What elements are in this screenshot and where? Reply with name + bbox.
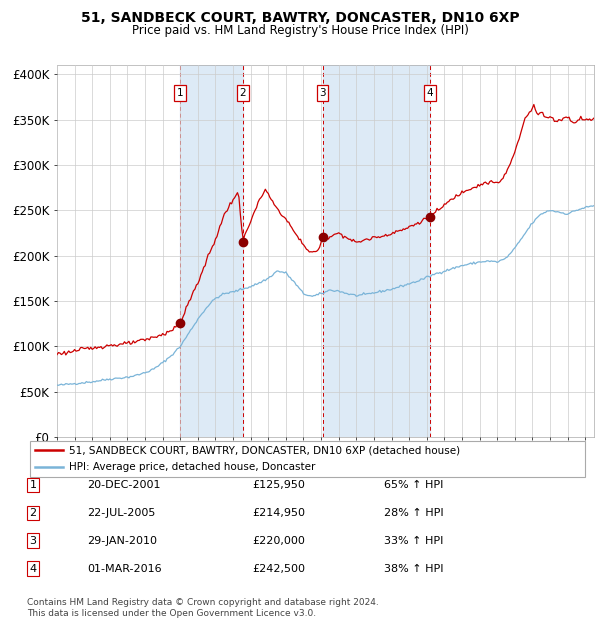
Text: 3: 3 [29, 536, 37, 546]
Text: 3: 3 [319, 88, 326, 98]
Text: 28% ↑ HPI: 28% ↑ HPI [384, 508, 443, 518]
Text: 65% ↑ HPI: 65% ↑ HPI [384, 480, 443, 490]
Text: 1: 1 [177, 88, 184, 98]
Bar [323, 65, 430, 437]
Text: HPI: Average price, detached house, Doncaster: HPI: Average price, detached house, Donc… [69, 463, 316, 472]
Text: 2: 2 [239, 88, 246, 98]
Text: 33% ↑ HPI: 33% ↑ HPI [384, 536, 443, 546]
Text: Contains HM Land Registry data © Crown copyright and database right 2024.: Contains HM Land Registry data © Crown c… [27, 598, 379, 607]
Text: 01-MAR-2016: 01-MAR-2016 [87, 564, 161, 574]
Text: 4: 4 [427, 88, 433, 98]
Text: 51, SANDBECK COURT, BAWTRY, DONCASTER, DN10 6XP (detached house): 51, SANDBECK COURT, BAWTRY, DONCASTER, D… [69, 445, 460, 455]
Text: £214,950: £214,950 [252, 508, 305, 518]
Text: 4: 4 [29, 564, 37, 574]
Text: 20-DEC-2001: 20-DEC-2001 [87, 480, 161, 490]
Text: 29-JAN-2010: 29-JAN-2010 [87, 536, 157, 546]
Text: 51, SANDBECK COURT, BAWTRY, DONCASTER, DN10 6XP: 51, SANDBECK COURT, BAWTRY, DONCASTER, D… [80, 11, 520, 25]
Text: £125,950: £125,950 [252, 480, 305, 490]
Bar [180, 65, 243, 437]
Text: 1: 1 [29, 480, 37, 490]
Text: Price paid vs. HM Land Registry's House Price Index (HPI): Price paid vs. HM Land Registry's House … [131, 24, 469, 37]
Text: £220,000: £220,000 [252, 536, 305, 546]
Text: £242,500: £242,500 [252, 564, 305, 574]
FancyBboxPatch shape [30, 441, 585, 477]
Text: This data is licensed under the Open Government Licence v3.0.: This data is licensed under the Open Gov… [27, 609, 316, 618]
Text: 38% ↑ HPI: 38% ↑ HPI [384, 564, 443, 574]
Text: 22-JUL-2005: 22-JUL-2005 [87, 508, 155, 518]
Text: 2: 2 [29, 508, 37, 518]
